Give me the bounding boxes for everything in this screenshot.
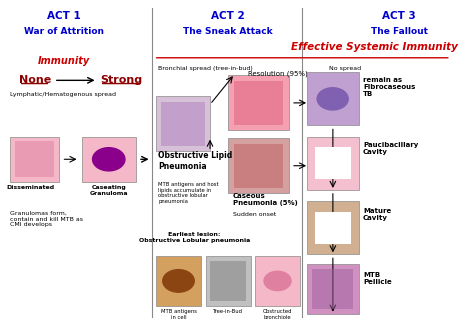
Text: Caseous
Pneumonia (5%): Caseous Pneumonia (5%) <box>233 193 297 206</box>
Bar <box>234 144 283 188</box>
Bar <box>255 256 300 306</box>
Text: Obstructive Lipid
Pneumonia: Obstructive Lipid Pneumonia <box>158 151 233 171</box>
Bar <box>228 138 289 193</box>
Text: No spread: No spread <box>329 66 361 71</box>
Circle shape <box>264 271 291 291</box>
Bar <box>307 137 358 190</box>
Text: The Sneak Attack: The Sneak Attack <box>183 27 273 36</box>
Bar <box>206 256 251 306</box>
Bar <box>234 81 283 125</box>
Text: ACT 1: ACT 1 <box>47 11 81 21</box>
Text: Earliest lesion:
Obstructive Lobular pneumonia: Earliest lesion: Obstructive Lobular pne… <box>138 232 250 242</box>
Text: Obstructed
bronchiole: Obstructed bronchiole <box>263 309 292 320</box>
Text: Bronchial spread (tree-in-bud): Bronchial spread (tree-in-bud) <box>158 66 253 71</box>
Bar <box>82 137 136 182</box>
Bar <box>210 261 246 301</box>
Bar <box>307 72 358 125</box>
Text: War of Attrition: War of Attrition <box>24 27 104 36</box>
Text: Caseating
Granuloma: Caseating Granuloma <box>90 185 128 196</box>
Text: remain as
Fibrocaseous
TB: remain as Fibrocaseous TB <box>363 77 415 97</box>
Text: Strong: Strong <box>100 75 142 85</box>
Text: MTB
Pellicle: MTB Pellicle <box>363 272 392 285</box>
Text: Resolution (95%): Resolution (95%) <box>248 71 308 77</box>
Circle shape <box>163 270 194 292</box>
Text: Mature
Cavity: Mature Cavity <box>363 208 391 221</box>
Text: Tree-in-Bud: Tree-in-Bud <box>213 309 243 314</box>
Text: Lymphatic/Hematogenous spread: Lymphatic/Hematogenous spread <box>10 92 116 97</box>
Text: None: None <box>19 75 51 85</box>
Bar <box>307 201 358 254</box>
Text: Sudden onset: Sudden onset <box>233 213 276 217</box>
Text: Granulomas form,
contain and kill MTB as
CMI develops: Granulomas form, contain and kill MTB as… <box>10 211 83 228</box>
Text: MTB antigens
in cell: MTB antigens in cell <box>161 309 197 320</box>
Bar <box>228 75 289 130</box>
Bar <box>156 256 201 306</box>
Bar <box>315 212 351 244</box>
Bar <box>15 141 55 177</box>
Circle shape <box>92 148 125 171</box>
Text: Disseminated: Disseminated <box>6 185 54 190</box>
Text: Paucibacillary
Cavity: Paucibacillary Cavity <box>363 142 419 155</box>
Bar <box>315 147 351 179</box>
Bar <box>162 102 205 146</box>
Text: Immunity: Immunity <box>37 56 90 66</box>
Text: ACT 3: ACT 3 <box>382 11 416 21</box>
Bar <box>312 269 353 309</box>
Text: The Fallout: The Fallout <box>371 27 428 36</box>
Text: Effective Systemic Immunity: Effective Systemic Immunity <box>291 42 458 52</box>
Text: ACT 2: ACT 2 <box>211 11 245 21</box>
Text: MTB antigens and host
lipids accumulate in
obstructive lobular
pneumonia: MTB antigens and host lipids accumulate … <box>158 182 219 204</box>
Circle shape <box>317 88 348 110</box>
Bar <box>10 137 59 182</box>
Bar <box>307 264 358 314</box>
Bar <box>156 97 210 151</box>
